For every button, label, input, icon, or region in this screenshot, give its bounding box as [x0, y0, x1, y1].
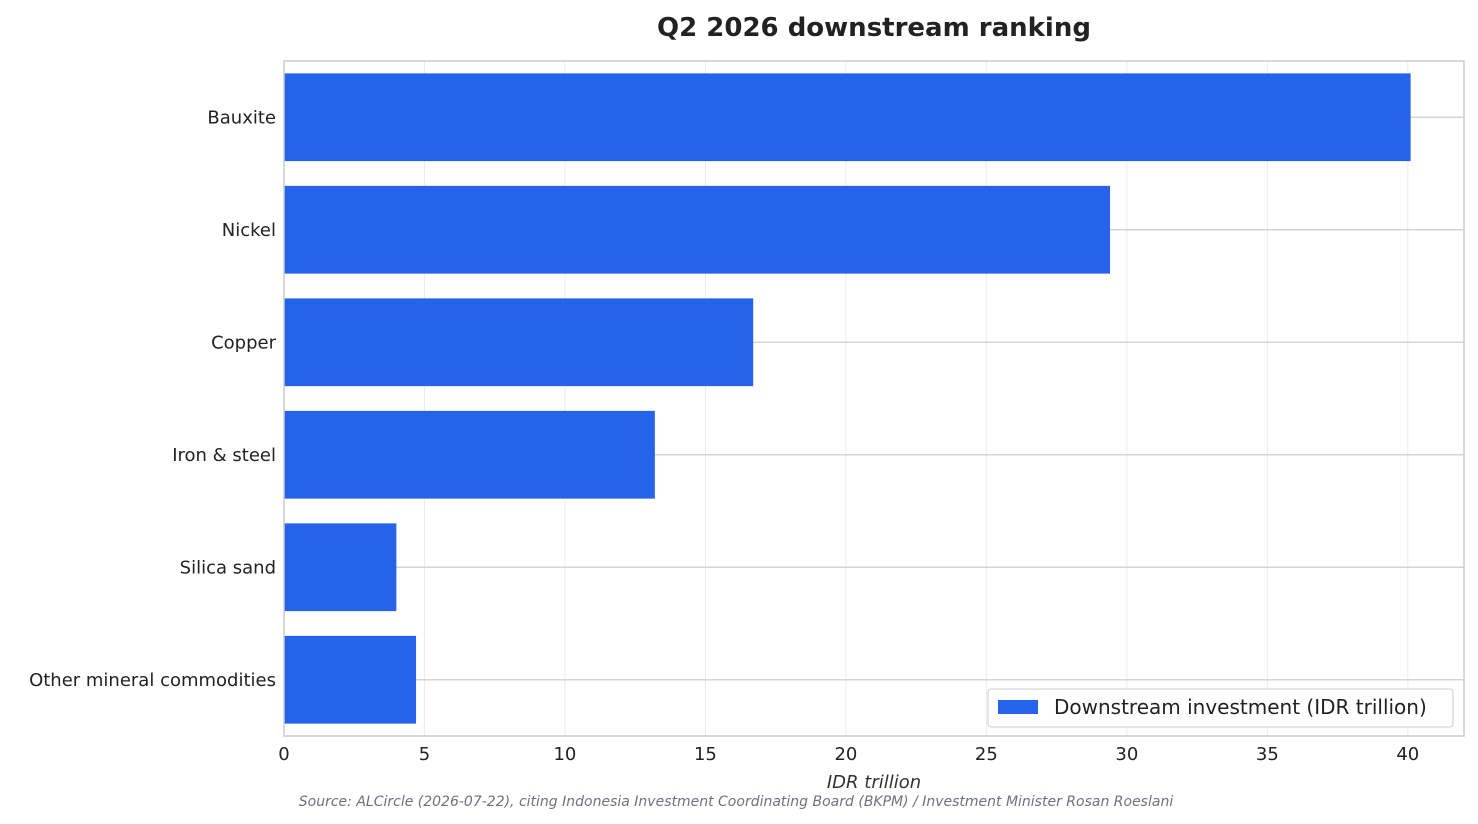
chart-title: Q2 2026 downstream ranking	[657, 13, 1091, 43]
category-labels: Bauxite Nickel Copper Iron & steel Silica sa…	[29, 107, 277, 691]
legend-swatch	[998, 700, 1038, 714]
category-label: Copper	[211, 332, 277, 353]
category-label: Other mineral commodities	[29, 670, 276, 691]
legend-box	[987, 688, 1454, 728]
x-tick-label: 35	[1256, 744, 1279, 765]
x-tick-label: 0	[278, 744, 289, 765]
x-tick-label: 40	[1396, 744, 1419, 765]
category-label: Iron & steel	[172, 445, 276, 466]
category-label: Bauxite	[207, 107, 276, 128]
bar-iron-steel	[284, 410, 655, 499]
x-tick-label: 15	[694, 744, 717, 765]
legend-label: Downstream investment (IDR trillion)	[1054, 695, 1427, 719]
bar-silica-sand	[284, 523, 397, 612]
x-tick-label: 5	[419, 744, 430, 765]
source-note: Source: ALCircle (2026-07-22), citing In…	[299, 794, 1174, 810]
bar-nickel	[284, 185, 1110, 274]
category-label: Nickel	[222, 220, 276, 241]
x-tick-label: 30	[1115, 744, 1138, 765]
x-tick-label: 20	[834, 744, 857, 765]
bar-copper	[284, 298, 754, 387]
grid-lines	[283, 61, 1464, 736]
category-label: Silica sand	[180, 557, 276, 578]
x-axis-title: IDR trillion	[827, 772, 921, 793]
x-tick-labels: 0 5 10 15 20 25 30 35 40	[278, 744, 1419, 765]
bars	[284, 73, 1411, 724]
bar-other-mineral-commodities	[284, 635, 417, 724]
plot-frame	[283, 60, 1465, 737]
x-tick-label: 10	[553, 744, 576, 765]
legend: Downstream investment (IDR trillion)	[987, 688, 1454, 728]
bar-bauxite	[284, 73, 1411, 162]
x-tick-label: 25	[975, 744, 998, 765]
